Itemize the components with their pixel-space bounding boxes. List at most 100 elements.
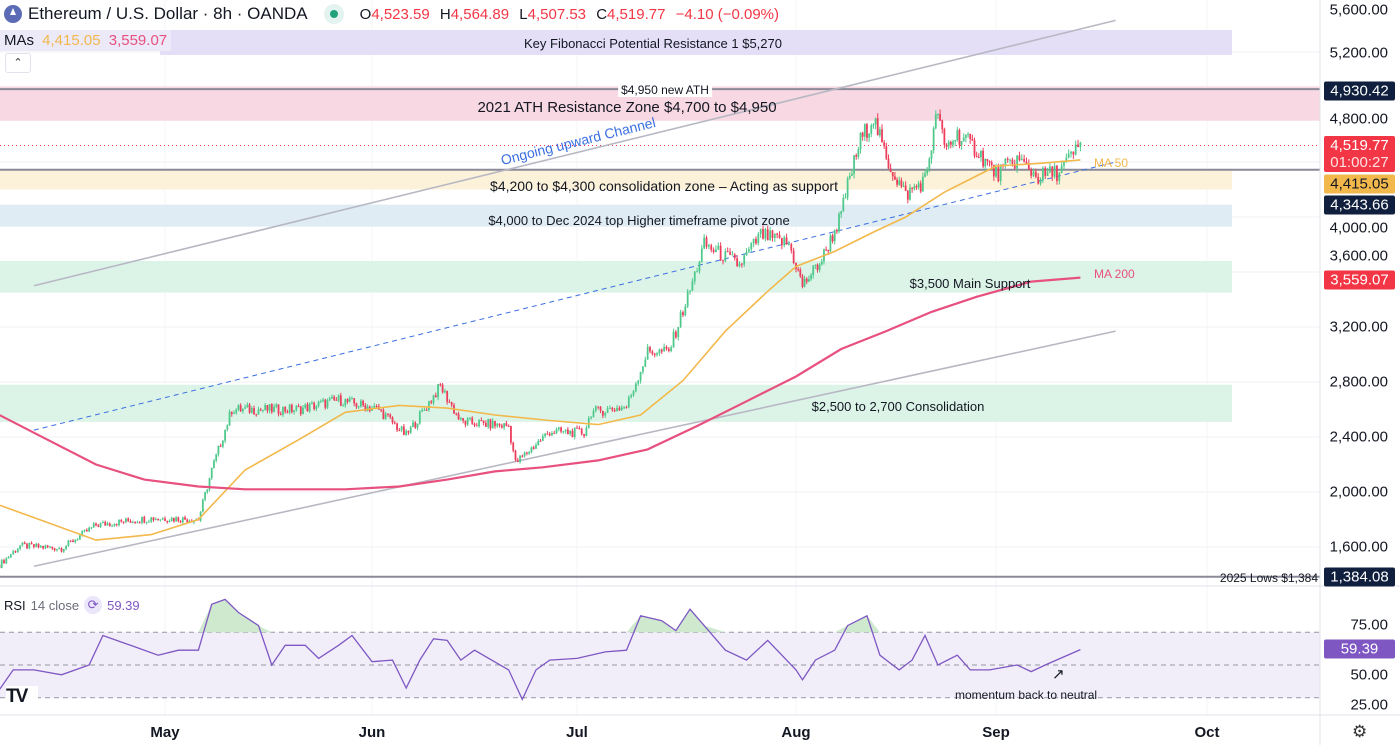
candle xyxy=(409,425,412,435)
candle-body xyxy=(42,546,44,549)
candle-body xyxy=(239,405,242,412)
candle xyxy=(319,399,322,403)
candle xyxy=(982,147,984,169)
candle xyxy=(62,548,65,554)
candle xyxy=(407,430,410,435)
candle xyxy=(731,250,734,256)
candle xyxy=(915,184,918,190)
candle xyxy=(262,409,264,413)
candle xyxy=(592,408,595,418)
candle xyxy=(866,123,868,142)
candle-body xyxy=(512,442,515,451)
candle-body xyxy=(891,172,894,177)
candle xyxy=(523,451,526,458)
candle xyxy=(700,244,703,263)
candle xyxy=(122,521,125,525)
zone-pivot xyxy=(0,204,1232,227)
candle xyxy=(679,309,682,329)
rsi-legend[interactable]: RSI 14 close ⟳ 59.39 xyxy=(4,596,140,614)
candle-body xyxy=(72,540,74,543)
candle xyxy=(928,156,931,173)
candle-body xyxy=(255,414,258,416)
candle xyxy=(580,427,583,436)
channel-lower-line xyxy=(33,330,1116,568)
candle-body xyxy=(909,187,911,200)
candle-body xyxy=(14,551,17,553)
candle-body xyxy=(833,230,836,242)
candle xyxy=(1009,158,1011,164)
candle xyxy=(141,516,143,525)
candle xyxy=(108,522,111,527)
candle-body xyxy=(382,409,385,419)
candle-body xyxy=(651,351,654,354)
candle xyxy=(969,133,972,144)
candle xyxy=(514,449,517,462)
candle xyxy=(455,412,458,416)
candle xyxy=(537,438,540,446)
candle-body xyxy=(262,409,264,411)
candle-body xyxy=(270,404,273,412)
candle xyxy=(266,404,269,414)
candle xyxy=(590,415,593,420)
candle-body xyxy=(578,427,581,430)
candle xyxy=(423,407,426,412)
high-value: 4,564.89 xyxy=(450,5,510,23)
candle-body xyxy=(868,133,871,138)
candle-body xyxy=(106,523,109,526)
candle xyxy=(544,432,547,438)
candle-body xyxy=(297,406,300,408)
candle-body xyxy=(810,275,812,280)
candle-body xyxy=(346,399,349,402)
candle-body xyxy=(583,434,585,437)
candle-body xyxy=(943,129,946,145)
candle xyxy=(838,211,840,234)
candle xyxy=(693,271,696,285)
candle-body xyxy=(355,403,358,407)
candle-body xyxy=(762,228,764,239)
candle xyxy=(331,394,333,400)
candle-body xyxy=(224,429,226,441)
candle xyxy=(164,516,166,522)
candle xyxy=(92,522,95,528)
candle xyxy=(184,515,186,520)
refresh-icon[interactable]: ⟳ xyxy=(84,596,103,614)
candle xyxy=(941,119,944,134)
close-value: 4,519.77 xyxy=(607,5,666,23)
candle-body xyxy=(138,522,141,524)
candle-body xyxy=(984,159,987,167)
candle-body xyxy=(703,237,706,249)
candle-body xyxy=(264,405,267,410)
settings-gear-icon[interactable]: ⚙ xyxy=(1352,722,1368,741)
symbol-title[interactable]: Ethereum / U.S. Dollar · 8h · OANDA xyxy=(28,4,308,23)
candle xyxy=(482,420,485,426)
candle xyxy=(150,516,153,523)
candle xyxy=(275,403,278,409)
candle-body xyxy=(326,400,329,408)
candle-body xyxy=(441,384,444,393)
candle xyxy=(644,356,647,368)
candle xyxy=(498,423,501,428)
collapse-legend-button[interactable]: ⌃ xyxy=(5,53,31,73)
candle xyxy=(848,172,851,180)
candle xyxy=(242,408,244,414)
candle-body xyxy=(5,558,8,564)
candle-body xyxy=(947,141,950,147)
candle-body xyxy=(484,422,487,427)
candle xyxy=(926,166,929,176)
candle-body xyxy=(1013,163,1016,169)
candle-body xyxy=(971,139,974,141)
candle-body xyxy=(700,248,703,263)
candle-body xyxy=(627,397,630,408)
ma-legend[interactable]: MAs 4,415.05 3,559.07 xyxy=(0,30,172,51)
candle xyxy=(799,267,802,278)
candle xyxy=(430,399,433,405)
candle-body xyxy=(102,521,104,524)
candle xyxy=(259,407,262,412)
candle xyxy=(885,142,888,161)
candle-body xyxy=(642,366,644,372)
candle-body xyxy=(576,427,578,429)
candle-body xyxy=(268,404,271,411)
candle xyxy=(357,405,360,409)
consolidation-low-label: $2,500 to 2,700 Consolidation xyxy=(811,399,985,414)
